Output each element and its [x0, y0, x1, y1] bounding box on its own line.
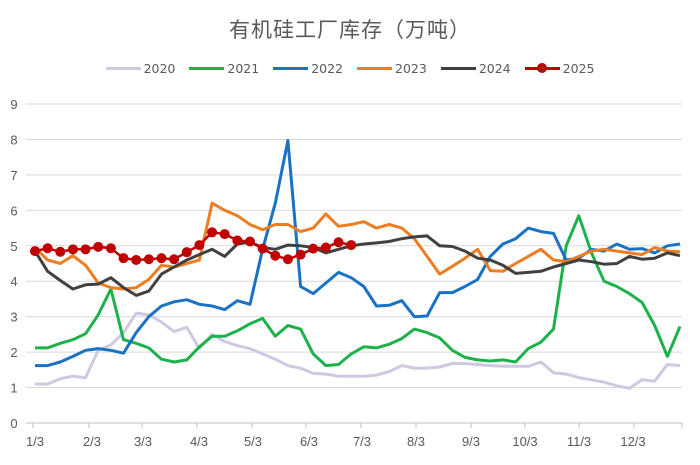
x-tick-label: 3/3 — [134, 434, 152, 449]
y-tick-label: 8 — [10, 132, 17, 147]
x-tick-label: 1/3 — [26, 434, 44, 449]
y-tick-label: 9 — [10, 97, 17, 112]
data-point-2025 — [42, 243, 53, 254]
legend-label: 2024 — [478, 61, 511, 76]
x-tick-label: 7/3 — [353, 434, 371, 449]
x-tick-label: 12/3 — [620, 434, 645, 449]
legend-item-2023: 2023 — [357, 61, 427, 76]
data-point-2025 — [346, 240, 357, 251]
legend-swatch — [273, 67, 309, 70]
legend: 2020 2021 2022 2023 2024 2025 — [0, 61, 700, 76]
data-point-2025 — [333, 237, 344, 248]
y-tick-label: 3 — [10, 310, 17, 325]
y-tick-label: 0 — [10, 416, 17, 431]
data-point-2025 — [156, 253, 167, 264]
legend-swatch — [189, 67, 225, 70]
x-tick-label: 8/3 — [407, 434, 425, 449]
series-line-2020 — [35, 311, 681, 390]
data-point-2025 — [219, 229, 230, 240]
series-line-2023 — [33, 201, 681, 291]
y-tick-label: 7 — [10, 168, 17, 183]
series-line-2024 — [33, 234, 681, 297]
data-point-2025 — [105, 243, 116, 254]
y-tick-label: 2 — [10, 345, 17, 360]
data-point-2025 — [282, 254, 293, 265]
data-point-2025 — [308, 243, 319, 254]
data-point-2025 — [194, 240, 205, 251]
legend-item-2024: 2024 — [440, 61, 511, 76]
series-line-2021 — [35, 214, 682, 368]
chart-title: 有机硅工厂库存（万吨） — [229, 18, 471, 42]
x-tick-label: 5/3 — [244, 434, 262, 449]
x-tick-label: 6/3 — [300, 434, 318, 449]
legend-swatch — [105, 67, 141, 70]
legend-label: 2021 — [227, 61, 260, 76]
data-point-2025 — [257, 243, 268, 254]
legend-item-2022: 2022 — [273, 61, 343, 76]
y-tick-label: 6 — [10, 203, 17, 218]
legend-label: 2022 — [311, 61, 343, 76]
legend-item-2020: 2020 — [105, 61, 176, 76]
data-point-2025 — [118, 253, 129, 264]
data-point-2025 — [207, 227, 218, 238]
data-point-2025 — [232, 235, 243, 246]
x-tick-label: 2/3 — [83, 434, 101, 449]
x-tick-label: 10/3 — [512, 434, 537, 449]
data-point-2025 — [295, 249, 306, 260]
legend-item-2021: 2021 — [189, 61, 259, 76]
legend-swatch — [357, 67, 392, 70]
x-tick-label: 9/3 — [462, 434, 480, 449]
data-point-2025 — [30, 246, 40, 257]
y-tick-label: 1 — [10, 381, 17, 396]
x-tick-label: 4/3 — [190, 434, 208, 449]
y-tick-label: 5 — [10, 239, 17, 254]
legend-label: 2023 — [395, 61, 427, 76]
data-point-2025 — [67, 244, 78, 255]
legend-label: 2020 — [143, 61, 176, 76]
data-point-2025 — [320, 242, 331, 253]
data-point-2025 — [143, 254, 154, 265]
data-point-2025 — [131, 254, 142, 265]
data-point-2025 — [169, 254, 180, 265]
data-point-2025 — [93, 241, 104, 252]
x-tick-label: 11/3 — [567, 434, 591, 449]
legend-swatch — [524, 63, 560, 73]
legend-swatch — [440, 67, 476, 70]
data-point-2025 — [181, 247, 192, 258]
legend-item-2025: 2025 — [524, 61, 595, 76]
y-tick-label: 4 — [10, 274, 17, 289]
data-point-2025 — [245, 236, 255, 247]
data-point-2025 — [80, 244, 91, 255]
legend-label: 2025 — [562, 61, 595, 76]
data-point-2025 — [55, 246, 66, 257]
data-point-2025 — [270, 250, 281, 261]
